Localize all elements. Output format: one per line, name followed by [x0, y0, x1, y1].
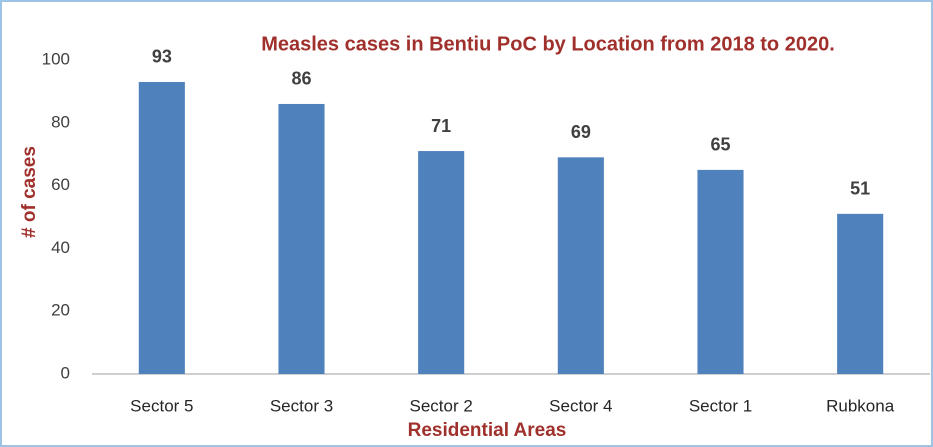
bar: [278, 103, 325, 375]
y-tick-label: 80: [51, 112, 70, 131]
chart-title: Measles cases in Bentiu PoC by Location …: [261, 33, 835, 55]
x-tick-label: Sector 2: [410, 396, 473, 415]
data-label: 71: [431, 116, 451, 136]
x-tick-label: Sector 3: [270, 396, 333, 415]
data-label: 93: [152, 47, 172, 67]
data-label: 65: [710, 135, 730, 155]
data-label: 86: [291, 69, 311, 89]
y-tick-label: 60: [51, 175, 70, 194]
y-axis-label: # of cases: [19, 146, 40, 238]
bar: [697, 169, 744, 374]
y-tick-label: 100: [42, 49, 70, 68]
data-label: 69: [571, 122, 591, 142]
y-tick-label: 0: [61, 363, 70, 382]
bar: [837, 213, 884, 374]
x-tick-label: Rubkona: [826, 396, 895, 415]
y-tick-label: 40: [51, 238, 70, 257]
bar: [557, 157, 604, 374]
x-tick-label: Sector 4: [549, 396, 612, 415]
x-tick-label: Sector 1: [689, 396, 752, 415]
x-tick-label: Sector 5: [130, 396, 193, 415]
bar: [138, 81, 185, 374]
y-tick-label: 20: [51, 301, 70, 320]
x-axis-label: Residential Areas: [408, 420, 567, 441]
bar: [418, 151, 465, 374]
data-label: 51: [850, 179, 870, 199]
